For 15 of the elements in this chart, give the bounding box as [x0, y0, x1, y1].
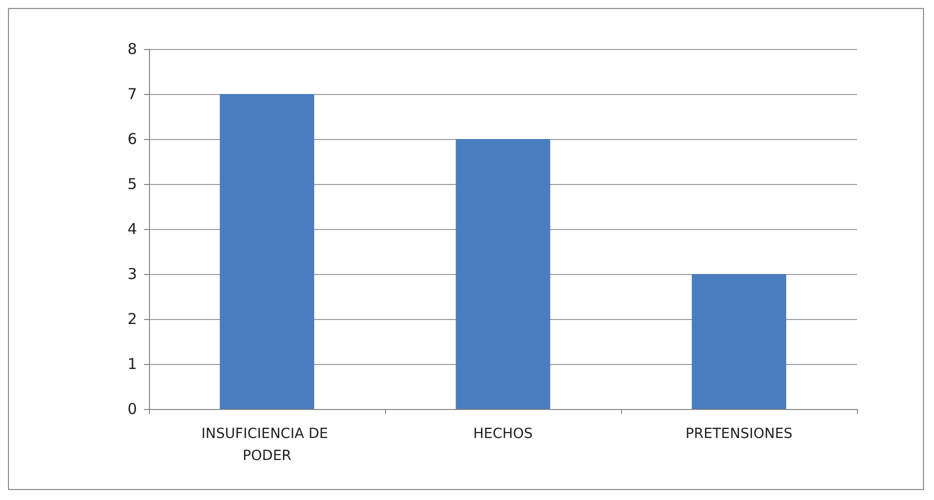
y-tick-label: 2	[127, 310, 137, 328]
bar	[692, 274, 786, 409]
y-tick-label: 5	[127, 175, 137, 193]
y-tick-label: 8	[127, 40, 137, 58]
y-tick-label: 4	[127, 220, 137, 238]
bar	[456, 139, 550, 409]
y-tick-label: 6	[127, 130, 137, 148]
bar	[220, 94, 314, 409]
y-tick-label: 3	[127, 265, 137, 283]
x-tick-label: INSUFICIENCIA DE PODER	[201, 426, 333, 464]
x-tick-label: PRETENSIONES	[685, 426, 793, 442]
y-tick-label: 7	[127, 85, 137, 103]
x-tick-label: HECHOS	[473, 426, 533, 442]
y-tick-label: 0	[127, 400, 137, 418]
y-tick-label: 1	[127, 355, 137, 373]
